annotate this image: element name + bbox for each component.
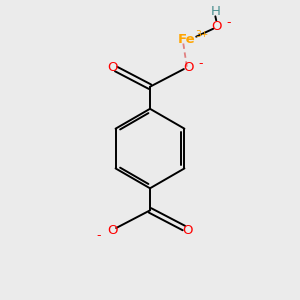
- Text: -: -: [97, 229, 101, 242]
- Text: Fe: Fe: [177, 33, 195, 46]
- Text: H: H: [210, 4, 220, 18]
- Text: O: O: [182, 224, 193, 237]
- Text: O: O: [184, 61, 194, 74]
- Text: O: O: [107, 61, 118, 74]
- Text: O: O: [107, 224, 118, 237]
- Text: -: -: [199, 57, 203, 70]
- Text: -: -: [226, 16, 231, 29]
- Text: O: O: [211, 20, 221, 33]
- Text: 3+: 3+: [196, 30, 209, 39]
